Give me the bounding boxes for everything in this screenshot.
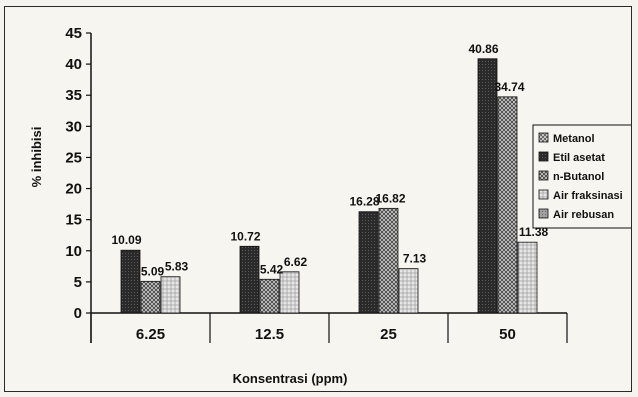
data-label: 16.82: [375, 191, 405, 205]
legend-swatch: [538, 132, 549, 143]
y-tick-label: 30: [65, 118, 82, 135]
legend-box: [532, 124, 631, 229]
y-tick-label: 0: [74, 305, 82, 322]
x-tick-label: 50: [499, 326, 516, 343]
y-tick-label: 45: [65, 25, 82, 42]
bar-etil-asetat-12.5: [239, 245, 260, 314]
bar-n-butanol-50: [497, 96, 518, 314]
bar-etil-asetat-25: [358, 211, 379, 314]
data-label: 5.42: [260, 262, 284, 276]
bar-n-butanol-25: [378, 207, 399, 314]
data-label: 40.86: [468, 42, 498, 56]
legend-swatch: [538, 170, 549, 181]
bar-etil-asetat-6.25: [120, 249, 141, 314]
y-tick-label: 20: [65, 181, 82, 198]
bar-air-fraksinasi-25: [398, 268, 419, 314]
y-tick-label: 15: [65, 212, 82, 229]
legend-entry: Etil asetat: [553, 152, 605, 164]
data-label: 11.38: [519, 225, 549, 239]
x-tick-label: 6.25: [136, 326, 165, 343]
bars: [120, 58, 538, 314]
data-label: 34.74: [494, 80, 524, 94]
data-label: 10.72: [230, 229, 260, 243]
legend-entry: Air fraksinasi: [553, 190, 623, 202]
data-label: 5.09: [141, 264, 165, 278]
y-tick-label: 25: [65, 149, 82, 166]
legend-entry: Metanol: [553, 133, 595, 145]
legend-swatch: [538, 151, 549, 162]
legend: Metanol Etil asetat n-Butanol Air fraksinas…: [532, 124, 631, 229]
bar-etil-asetat-50: [477, 58, 498, 314]
y-tick-label: 10: [65, 243, 82, 260]
bar-chart: 0 5 10 15 20 25 30 35 40 45 6.25 12.5 25 50 10.09 5.09…: [29, 25, 631, 386]
bar-air-fraksinasi-6.25: [160, 276, 181, 314]
legend-entry: n-Butanol: [553, 171, 604, 183]
y-tick-label: 35: [65, 87, 82, 104]
chart-frame: 0 5 10 15 20 25 30 35 40 45 6.25 12.5 25 50 10.09 5.09…: [4, 6, 632, 392]
x-tick-label: 25: [380, 326, 397, 343]
y-tick-label: 40: [65, 56, 82, 73]
bar-air-fraksinasi-50: [517, 241, 538, 314]
data-label: 6.62: [284, 255, 308, 269]
legend-swatch: [538, 208, 549, 219]
data-label: 16.28: [349, 195, 379, 209]
bar-n-butanol-6.25: [140, 280, 161, 314]
x-tick-label: 12.5: [255, 326, 284, 343]
legend-entry: Air rebusan: [553, 209, 614, 221]
x-axis-title: Konsentrasi (ppm): [233, 371, 348, 386]
data-label: 5.83: [165, 260, 189, 274]
bar-air-fraksinasi-12.5: [279, 271, 300, 314]
legend-swatch: [538, 189, 549, 200]
bar-n-butanol-12.5: [259, 278, 280, 314]
data-label: 7.13: [403, 252, 427, 266]
data-label: 10.09: [111, 233, 141, 247]
y-axis-title: % inhibisi: [29, 127, 44, 188]
y-tick-label: 5: [74, 274, 82, 291]
